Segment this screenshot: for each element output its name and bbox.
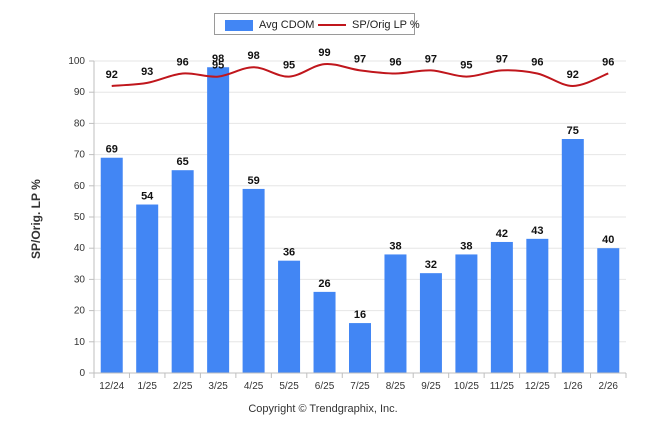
x-tick-label: 1/26 [563, 381, 583, 392]
bar [561, 139, 584, 373]
line-value-label: 97 [425, 53, 437, 65]
y-tick-label: 50 [74, 212, 86, 223]
legend-line-label: SP/Orig LP % [352, 19, 420, 31]
x-tick-label: 10/25 [454, 381, 479, 392]
y-tick-label: 100 [68, 56, 85, 67]
bar-value-label: 38 [389, 240, 401, 252]
bar [597, 248, 620, 373]
line-value-label: 92 [567, 69, 579, 81]
bar-value-label: 43 [531, 225, 543, 237]
x-tick-label: 2/26 [599, 381, 619, 392]
line-value-label: 99 [318, 47, 330, 59]
bar-value-label: 54 [141, 191, 154, 203]
y-tick-label: 60 [74, 181, 86, 192]
line-value-label: 96 [602, 56, 614, 68]
y-tick-label: 10 [74, 337, 86, 348]
bar [278, 260, 301, 373]
legend: Avg CDOM SP/Orig LP % [214, 13, 420, 35]
bar-value-label: 65 [177, 156, 189, 168]
y-axis: 0 10 20 30 40 50 60 70 80 90 100 [68, 56, 95, 379]
x-axis: 12/24 1/25 2/25 3/25 4/25 5/25 6/25 7/25 8/25 9/2… [93, 372, 627, 392]
legend-bar-swatch [225, 19, 253, 31]
bar-value-label: 36 [283, 247, 295, 259]
bar [242, 188, 265, 373]
copyright-text: Copyright © Trendgraphix, Inc. [248, 403, 398, 415]
bar-value-label: 16 [354, 309, 366, 321]
legend-item-bar[interactable]: Avg CDOM [225, 17, 314, 33]
bar [349, 323, 371, 373]
x-tick-label: 6/25 [315, 381, 335, 392]
line-value-label: 96 [177, 56, 189, 68]
bar-value-label: 59 [247, 175, 259, 187]
y-tick-label: 30 [74, 274, 86, 285]
bar-value-label: 40 [602, 234, 614, 246]
x-tick-label: 2/25 [173, 381, 193, 392]
line-value-label: 98 [247, 50, 259, 62]
x-tick-label: 7/25 [350, 381, 370, 392]
bar [526, 238, 549, 373]
line-series [111, 63, 609, 87]
y-tick-label: 0 [79, 368, 85, 379]
bar-value-label: 42 [496, 228, 508, 240]
y-tick-label: 70 [74, 150, 86, 161]
legend-bar-label: Avg CDOM [259, 19, 315, 31]
bar [490, 241, 513, 373]
bar-value-label: 75 [567, 125, 579, 137]
bar [384, 254, 407, 373]
legend-item-line[interactable]: SP/Orig LP % [318, 17, 420, 33]
bar-value-label: 69 [106, 144, 118, 156]
y-tick-label: 80 [74, 118, 86, 129]
x-tick-label: 5/25 [279, 381, 299, 392]
bar [419, 273, 442, 373]
bar [313, 291, 336, 373]
y-axis-title: SP/Orig. LP % [29, 179, 43, 259]
bar-value-label: 32 [425, 259, 437, 271]
line-value-label: 93 [141, 66, 153, 78]
line-value-label: 96 [389, 56, 401, 68]
line-value-label: 95 [212, 60, 224, 72]
x-tick-label: 3/25 [208, 381, 228, 392]
bar [100, 157, 123, 373]
line-value-label: 95 [460, 60, 472, 72]
x-tick-label: 11/25 [490, 381, 515, 392]
y-tick-label: 90 [74, 87, 86, 98]
line-value-label: 96 [531, 56, 543, 68]
x-tick-label: 9/25 [421, 381, 441, 392]
bar-value-label: 26 [318, 278, 330, 290]
bar-value-label: 98 [212, 53, 224, 65]
bar [207, 67, 230, 374]
line-value-label: 97 [354, 53, 366, 65]
x-tick-label: 1/25 [137, 381, 157, 392]
bar-series [100, 67, 620, 374]
y-tick-label: 20 [74, 306, 86, 317]
x-tick-label: 12/25 [525, 381, 550, 392]
line-path [111, 63, 609, 87]
bar [136, 204, 159, 373]
x-tick-label: 8/25 [386, 381, 406, 392]
bar-value-label: 38 [460, 240, 472, 252]
line-value-label: 97 [496, 53, 508, 65]
x-tick-label: 4/25 [244, 381, 264, 392]
bar [455, 254, 478, 373]
line-value-label: 92 [106, 69, 118, 81]
legend-line-swatch [318, 24, 346, 26]
x-tick-label: 12/24 [99, 381, 124, 392]
y-tick-label: 40 [74, 243, 86, 254]
line-value-label: 95 [283, 60, 295, 72]
bar [171, 170, 194, 373]
